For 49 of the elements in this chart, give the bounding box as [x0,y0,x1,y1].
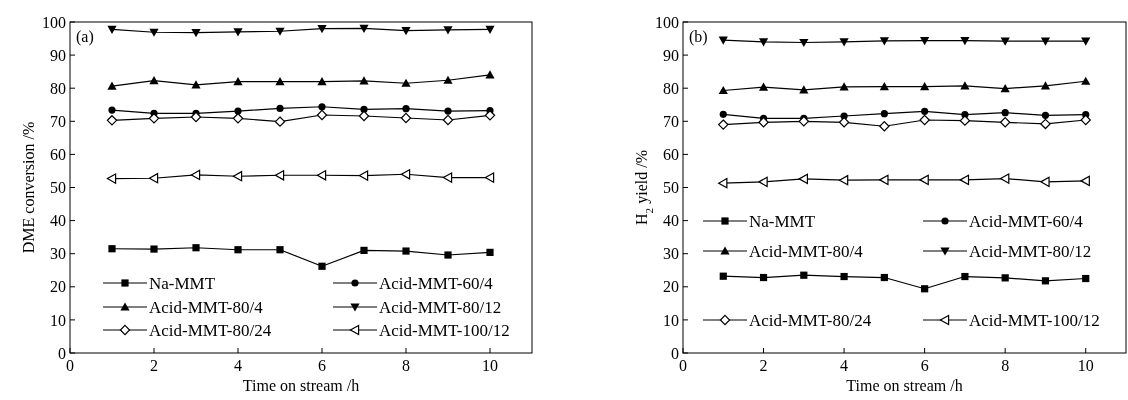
legend-label: Acid-MMT-60/4 [379,273,494,293]
legend-label: Acid-MMT-80/4 [749,241,864,261]
x-tick-label: 6 [318,357,326,374]
y-tick-label: 40 [50,212,66,230]
x-axis-title: Time on stream /h [846,377,963,394]
y-tick-label: 100 [655,13,679,31]
legend-label: Acid-MMT-100/12 [379,320,510,340]
legend-label: Acid-MMT-80/12 [969,241,1092,261]
y-tick-label: 20 [663,278,679,296]
legend-label: Acid-MMT-80/24 [749,310,872,330]
annotation: (a) [76,28,94,46]
y-tick-label: 0 [58,344,66,362]
legend-label: Acid-MMT-100/12 [969,310,1100,330]
y-axis-title: DME conversion /% [20,121,37,254]
x-tick-label: 10 [1077,357,1094,374]
y-tick-label: 50 [50,179,66,197]
x-tick-label: 8 [1001,357,1010,374]
y-tick-label: 60 [663,146,679,163]
legend-label: Na-MMT [149,273,216,293]
x-tick-label: 8 [402,357,410,374]
y-tick-label: 20 [50,278,66,296]
x-tick-label: 2 [759,357,768,374]
x-tick-label: 4 [234,357,242,374]
x-tick-label: 6 [920,357,929,374]
y-tick-label: 80 [50,79,66,97]
y-tick-label: 70 [50,112,66,130]
legend-label: Acid-MMT-80/24 [149,320,272,340]
y-tick-label: 90 [50,46,66,64]
y-tick-label: 10 [663,311,679,329]
legend-label: Acid-MMT-60/4 [969,211,1084,231]
y-tick-label: 100 [42,13,66,31]
x-axis-title: Time on stream /h [242,377,360,394]
x-tick-label: 4 [840,357,849,374]
y-tick-label: 60 [50,146,66,163]
y-tick-label: 0 [671,344,679,362]
annotation: (b) [689,28,708,46]
x-tick-label: 10 [482,357,498,374]
y-tick-label: 90 [663,46,679,64]
legend-label: Acid-MMT-80/12 [379,297,502,317]
y-tick-label: 50 [663,179,679,197]
x-tick-label: 2 [150,357,158,374]
y-tick-label: 30 [50,245,66,263]
legend-label: Acid-MMT-80/4 [149,297,264,317]
y-tick-label: 30 [663,245,679,263]
y-tick-label: 40 [663,212,679,230]
y-tick-label: 80 [663,79,679,97]
y-tick-label: 10 [50,311,66,329]
y-tick-label: 70 [663,112,679,130]
legend-label: Na-MMT [749,211,816,231]
